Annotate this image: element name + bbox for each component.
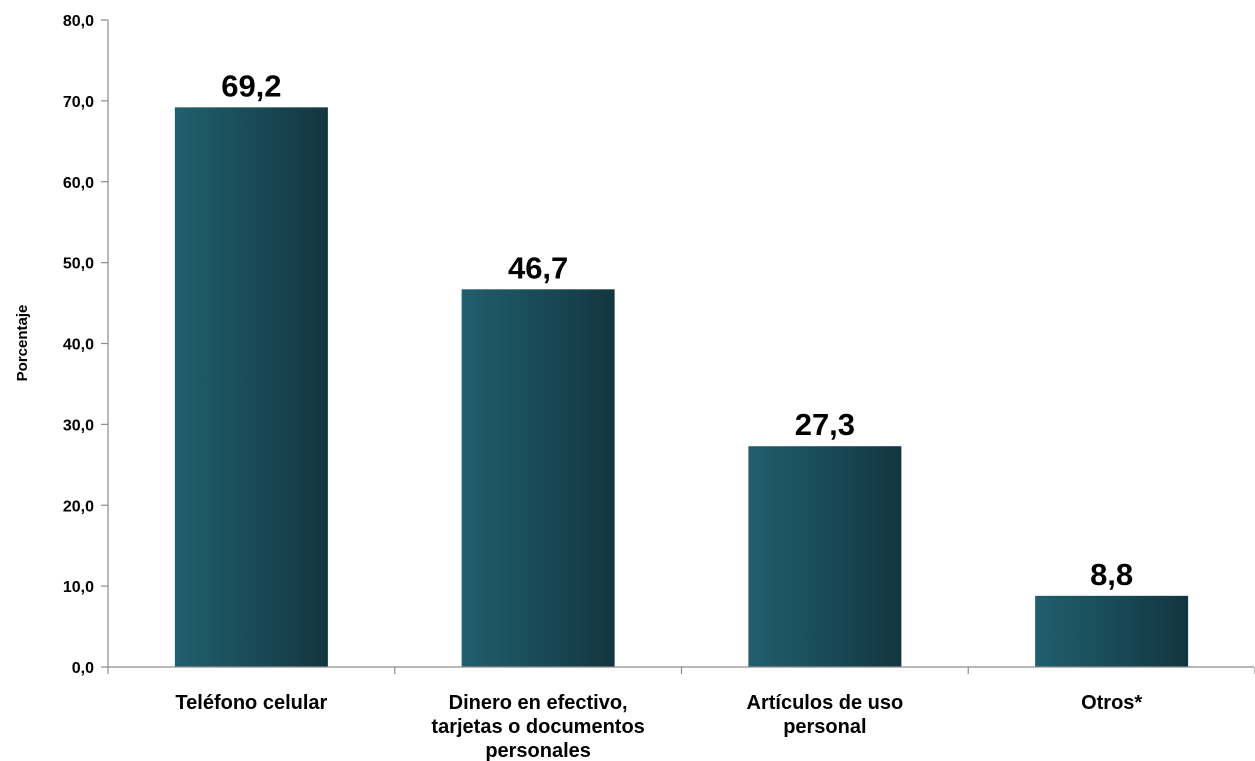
y-axis-label: Porcentaje — [14, 305, 31, 382]
y-tick-label: 70,0 — [63, 94, 94, 111]
category-label-line: Artículos de uso — [747, 692, 904, 714]
data-label: 27,3 — [795, 407, 855, 442]
y-tick-label: 50,0 — [63, 256, 94, 273]
data-label: 46,7 — [508, 250, 568, 285]
category-label-line: Dinero en efectivo, — [449, 692, 628, 714]
category-label-line: personales — [485, 740, 591, 761]
category-label: Otros* — [1081, 692, 1142, 714]
bar — [748, 446, 902, 667]
y-tick-label: 30,0 — [63, 417, 94, 434]
data-label: 69,2 — [221, 68, 281, 103]
category-label-line: tarjetas o documentos — [431, 716, 644, 738]
y-tick-label: 10,0 — [63, 579, 94, 596]
y-tick-label: 40,0 — [63, 337, 94, 354]
category-label: Artículos de uso personal — [747, 692, 904, 738]
category-label-line: personal — [783, 716, 866, 738]
y-tick-label: 0,0 — [72, 660, 94, 677]
y-tick-label: 80,0 — [63, 13, 94, 30]
category-label: Teléfono celular — [175, 692, 327, 714]
y-tick-label: 60,0 — [63, 175, 94, 192]
bar — [1035, 595, 1189, 667]
category-label-line: Teléfono celular — [175, 692, 327, 714]
category-label: Dinero en efectivo, tarjetas o documentos… — [431, 692, 644, 761]
category-label-line: Otros* — [1081, 692, 1142, 714]
y-tick-label: 20,0 — [63, 498, 94, 515]
data-label: 8,8 — [1090, 557, 1133, 592]
bar — [461, 289, 615, 667]
bar — [174, 107, 328, 668]
